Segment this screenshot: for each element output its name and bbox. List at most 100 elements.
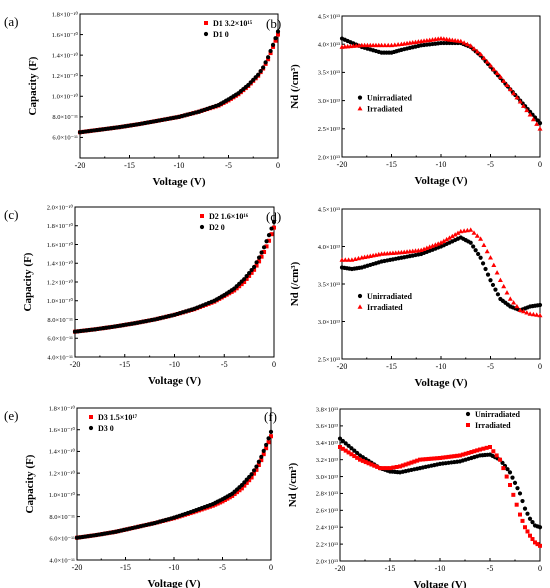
data-point: [267, 238, 272, 243]
data-point: [269, 232, 274, 237]
data-point: [269, 434, 273, 439]
x-tick-label: -5: [487, 564, 494, 573]
panel-label: (e): [4, 408, 18, 423]
x-tick-label: -10: [436, 160, 447, 169]
data-point: [268, 429, 274, 434]
x-axis-title: Voltage (V): [414, 175, 467, 187]
data-point: [520, 518, 525, 523]
data-point: [478, 447, 482, 452]
data-point: [514, 303, 520, 309]
data-point: [272, 225, 276, 230]
data-point: [423, 457, 428, 462]
x-tick-label: -15: [120, 563, 131, 572]
data-point: [524, 310, 530, 315]
series-black: [74, 429, 274, 540]
data-point: [343, 441, 348, 446]
data-point: [508, 483, 512, 487]
data-point: [259, 454, 264, 459]
y-tick-label: 4.5×10¹³: [318, 13, 340, 20]
x-tick-label: -5: [487, 160, 494, 169]
data-point: [471, 230, 477, 235]
x-tick-label: -15: [385, 564, 396, 573]
panel-label: (f): [264, 409, 277, 424]
data-point: [538, 543, 542, 548]
data-point: [481, 446, 486, 451]
data-point: [220, 499, 225, 504]
data-point: [254, 464, 259, 469]
legend-marker: [88, 425, 94, 431]
data-point: [379, 42, 385, 48]
data-point: [480, 261, 486, 266]
legend-label: D1 0: [213, 30, 229, 39]
chart-panel-f: -20 -15 -10 -5 0 2.0×10¹³ 2.2×10¹³ 2.4×10¹³ 2.6×…: [264, 406, 543, 588]
x-axis-title: Voltage (V): [413, 579, 466, 588]
y-tick-label: 1.6×10⁻¹⁰: [47, 241, 74, 249]
data-point: [261, 65, 266, 70]
y-axis-title: Capacity (F): [27, 56, 39, 115]
y-tick-label: 1.6×10⁻¹⁰: [49, 426, 76, 434]
data-point: [360, 458, 365, 463]
data-point: [249, 475, 254, 480]
data-point: [406, 461, 411, 466]
data-point: [244, 480, 249, 485]
data-point: [491, 262, 497, 268]
data-point: [249, 472, 254, 477]
data-point: [527, 516, 533, 521]
data-point: [507, 470, 513, 475]
legend-label: D2 1.6×10¹⁶: [209, 212, 249, 221]
data-point: [261, 448, 266, 453]
data-point: [264, 442, 269, 448]
y-tick-label: 3.5×10¹³: [318, 281, 340, 288]
data-point: [534, 121, 540, 126]
y-tick-label: 1.6×10⁻¹⁰: [52, 31, 79, 39]
data-point: [484, 248, 490, 254]
legend-label: Irradiated: [367, 105, 403, 114]
chart-panel-c: -20 -15 -10 -5 0 4.0×10⁻¹¹ 6.0×10⁻¹¹ 8.0×10⁻¹¹ 1…: [4, 203, 277, 387]
y-tick-label: 2.8×10¹³: [316, 491, 338, 498]
y-axis-title: Nd (/cm³): [287, 462, 299, 507]
data-point: [449, 454, 454, 459]
data-point: [252, 267, 257, 272]
data-point: [381, 466, 386, 471]
data-point: [533, 540, 537, 545]
data-point: [443, 455, 448, 460]
data-point: [530, 537, 535, 542]
data-point: [378, 466, 382, 471]
data-point: [483, 266, 488, 272]
data-point: [537, 121, 543, 126]
x-axis-title: Voltage (V): [152, 176, 205, 188]
data-point: [495, 292, 501, 297]
data-point: [460, 452, 465, 457]
x-tick-label: -15: [386, 362, 397, 371]
data-point: [501, 78, 507, 83]
data-point: [249, 270, 254, 275]
data-point: [488, 255, 493, 260]
data-point: [468, 43, 474, 48]
x-axis-title: Voltage (V): [148, 375, 201, 387]
data-point: [452, 232, 458, 237]
plot-frame: [341, 208, 541, 360]
legend-marker: [465, 411, 471, 417]
data-point: [518, 512, 522, 517]
x-tick-label: -15: [124, 161, 135, 170]
data-point: [488, 445, 492, 449]
y-axis-title: Capacity (F): [24, 454, 36, 513]
x-tick-label: -15: [386, 160, 397, 169]
data-point: [530, 520, 535, 525]
data-point: [342, 257, 348, 262]
panel-label: (b): [266, 16, 281, 31]
x-tick-label: -10: [174, 161, 185, 170]
x-tick-label: -20: [337, 362, 348, 371]
data-point: [463, 451, 468, 456]
data-point: [535, 118, 540, 123]
y-tick-label: 3.0×10¹³: [316, 474, 338, 481]
data-point: [340, 446, 345, 451]
x-tick-label: 0: [272, 360, 276, 369]
data-point: [461, 40, 467, 45]
legend: Unirradiated Irradiated: [465, 410, 520, 430]
legend-label: Irradiated: [367, 303, 403, 312]
x-axis-title: Voltage (V): [414, 377, 467, 389]
data-point: [252, 471, 257, 476]
y-tick-label: 1.0×10⁻¹⁰: [52, 93, 79, 101]
data-point: [530, 311, 536, 317]
